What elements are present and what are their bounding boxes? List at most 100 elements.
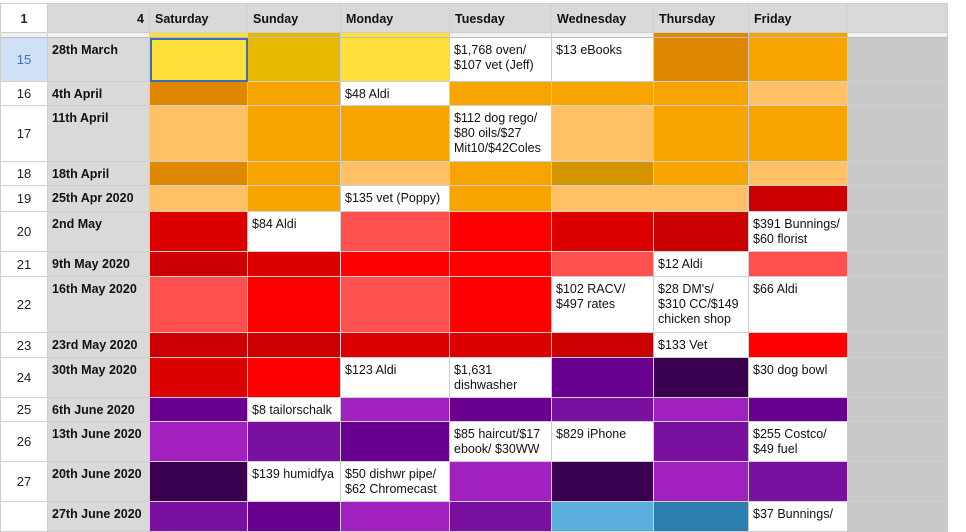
- week-date-cell[interactable]: 30th May 2020: [47, 357, 150, 398]
- expense-cell-wednesday[interactable]: $102 RACV/ $497 rates: [551, 276, 654, 333]
- expense-cell-saturday[interactable]: [149, 461, 248, 502]
- expense-cell-wednesday[interactable]: [551, 332, 654, 358]
- expense-cell-tuesday[interactable]: [449, 461, 552, 502]
- expense-cell-tuesday[interactable]: [449, 397, 552, 422]
- expense-cell-tuesday[interactable]: [449, 211, 552, 252]
- expense-cell-thursday[interactable]: [653, 461, 749, 502]
- expense-cell-friday[interactable]: [748, 81, 848, 106]
- expense-cell-sunday[interactable]: [247, 81, 341, 106]
- row-number[interactable]: [0, 501, 48, 532]
- row-number[interactable]: 22: [0, 276, 48, 333]
- expense-cell-friday[interactable]: [748, 161, 848, 186]
- empty-column-cell[interactable]: [847, 461, 948, 502]
- expense-cell-monday[interactable]: [340, 37, 450, 82]
- expense-cell-wednesday[interactable]: [551, 251, 654, 277]
- empty-column-cell[interactable]: [847, 105, 948, 162]
- expense-cell-saturday[interactable]: [149, 332, 248, 358]
- expense-cell-tuesday[interactable]: [449, 161, 552, 186]
- expense-cell-sunday[interactable]: [247, 332, 341, 358]
- empty-column-cell[interactable]: [847, 501, 948, 532]
- expense-cell-monday[interactable]: [340, 421, 450, 462]
- expense-cell-thursday[interactable]: $28 DM's/ $310 CC/$149 chicken shop: [653, 276, 749, 333]
- expense-cell-saturday[interactable]: [149, 501, 248, 532]
- expense-cell-tuesday[interactable]: [449, 501, 552, 532]
- expense-cell-sunday[interactable]: [247, 276, 341, 333]
- expense-cell-sunday[interactable]: [247, 37, 341, 82]
- expense-cell-wednesday[interactable]: [551, 461, 654, 502]
- empty-column-cell[interactable]: [847, 357, 948, 398]
- expense-cell-monday[interactable]: [340, 276, 450, 333]
- expense-cell-wednesday[interactable]: [551, 501, 654, 532]
- empty-column-cell[interactable]: [847, 332, 948, 358]
- expense-cell-sunday[interactable]: [247, 357, 341, 398]
- expense-cell-thursday[interactable]: [653, 421, 749, 462]
- row-number[interactable]: 21: [0, 251, 48, 277]
- row-number[interactable]: 18: [0, 161, 48, 186]
- expense-cell-monday[interactable]: [340, 211, 450, 252]
- empty-column-cell[interactable]: [847, 251, 948, 277]
- week-date-cell[interactable]: 2nd May: [47, 211, 150, 252]
- row-number[interactable]: 15: [0, 37, 48, 82]
- row-number[interactable]: 25: [0, 397, 48, 422]
- expense-cell-thursday[interactable]: [653, 501, 749, 532]
- day-header-saturday[interactable]: Saturday: [149, 3, 248, 33]
- week-date-cell[interactable]: 18th April: [47, 161, 150, 186]
- day-header-wednesday[interactable]: Wednesday: [551, 3, 654, 33]
- expense-cell-friday[interactable]: [748, 37, 848, 82]
- row-number[interactable]: 17: [0, 105, 48, 162]
- expense-cell-tuesday[interactable]: [449, 276, 552, 333]
- expense-cell-saturday[interactable]: [149, 105, 248, 162]
- expense-cell-thursday[interactable]: [653, 37, 749, 82]
- expense-cell-wednesday[interactable]: [551, 211, 654, 252]
- expense-cell-saturday[interactable]: [149, 161, 248, 186]
- row-number[interactable]: 27: [0, 461, 48, 502]
- expense-cell-monday[interactable]: [340, 501, 450, 532]
- expense-cell-friday[interactable]: [748, 105, 848, 162]
- expense-cell-friday[interactable]: $255 Costco/ $49 fuel: [748, 421, 848, 462]
- expense-cell-thursday[interactable]: [653, 211, 749, 252]
- week-date-cell[interactable]: 16th May 2020: [47, 276, 150, 333]
- expense-cell-wednesday[interactable]: [551, 397, 654, 422]
- expense-cell-thursday[interactable]: [653, 357, 749, 398]
- week-date-cell[interactable]: 25th Apr 2020: [47, 185, 150, 212]
- expense-cell-friday[interactable]: [748, 185, 848, 212]
- row-number[interactable]: 24: [0, 357, 48, 398]
- expense-cell-sunday[interactable]: $139 humidfya: [247, 461, 341, 502]
- expense-cell-tuesday[interactable]: [449, 251, 552, 277]
- expense-cell-sunday[interactable]: [247, 421, 341, 462]
- expense-cell-monday[interactable]: [340, 161, 450, 186]
- week-date-cell[interactable]: 23rd May 2020: [47, 332, 150, 358]
- empty-column-cell[interactable]: [847, 161, 948, 186]
- expense-cell-monday[interactable]: [340, 251, 450, 277]
- row-number[interactable]: 23: [0, 332, 48, 358]
- day-header-thursday[interactable]: Thursday: [653, 3, 749, 33]
- expense-cell-saturday[interactable]: [149, 357, 248, 398]
- day-header-friday[interactable]: Friday: [748, 3, 848, 33]
- expense-cell-friday[interactable]: $30 dog bowl: [748, 357, 848, 398]
- expense-cell-sunday[interactable]: $8 tailorschalk: [247, 397, 341, 422]
- expense-cell-wednesday[interactable]: [551, 185, 654, 212]
- expense-cell-monday[interactable]: $123 Aldi: [340, 357, 450, 398]
- expense-cell-monday[interactable]: [340, 332, 450, 358]
- expense-cell-saturday[interactable]: [149, 276, 248, 333]
- empty-column-cell[interactable]: [847, 81, 948, 106]
- expense-cell-saturday[interactable]: [149, 251, 248, 277]
- week-date-cell[interactable]: 6th June 2020: [47, 397, 150, 422]
- empty-column-cell[interactable]: [847, 421, 948, 462]
- expense-cell-saturday[interactable]: [149, 81, 248, 106]
- day-header-tuesday[interactable]: Tuesday: [449, 3, 552, 33]
- week-date-cell[interactable]: 11th April: [47, 105, 150, 162]
- expense-cell-tuesday[interactable]: $85 haircut/$17 ebook/ $30WW: [449, 421, 552, 462]
- week-date-cell[interactable]: 13th June 2020: [47, 421, 150, 462]
- expense-cell-saturday[interactable]: [149, 421, 248, 462]
- expense-cell-monday[interactable]: $50 dishwr pipe/ $62 Chromecast: [340, 461, 450, 502]
- expense-cell-wednesday[interactable]: $13 eBooks: [551, 37, 654, 82]
- expense-cell-saturday[interactable]: [149, 37, 248, 82]
- expense-cell-thursday[interactable]: $12 Aldi: [653, 251, 749, 277]
- expense-cell-monday[interactable]: [340, 105, 450, 162]
- expense-cell-tuesday[interactable]: $1,768 oven/ $107 vet (Jeff): [449, 37, 552, 82]
- empty-column-cell[interactable]: [847, 397, 948, 422]
- week-column-header[interactable]: 4: [47, 3, 150, 33]
- week-date-cell[interactable]: 4th April: [47, 81, 150, 106]
- empty-column-cell[interactable]: [847, 37, 948, 82]
